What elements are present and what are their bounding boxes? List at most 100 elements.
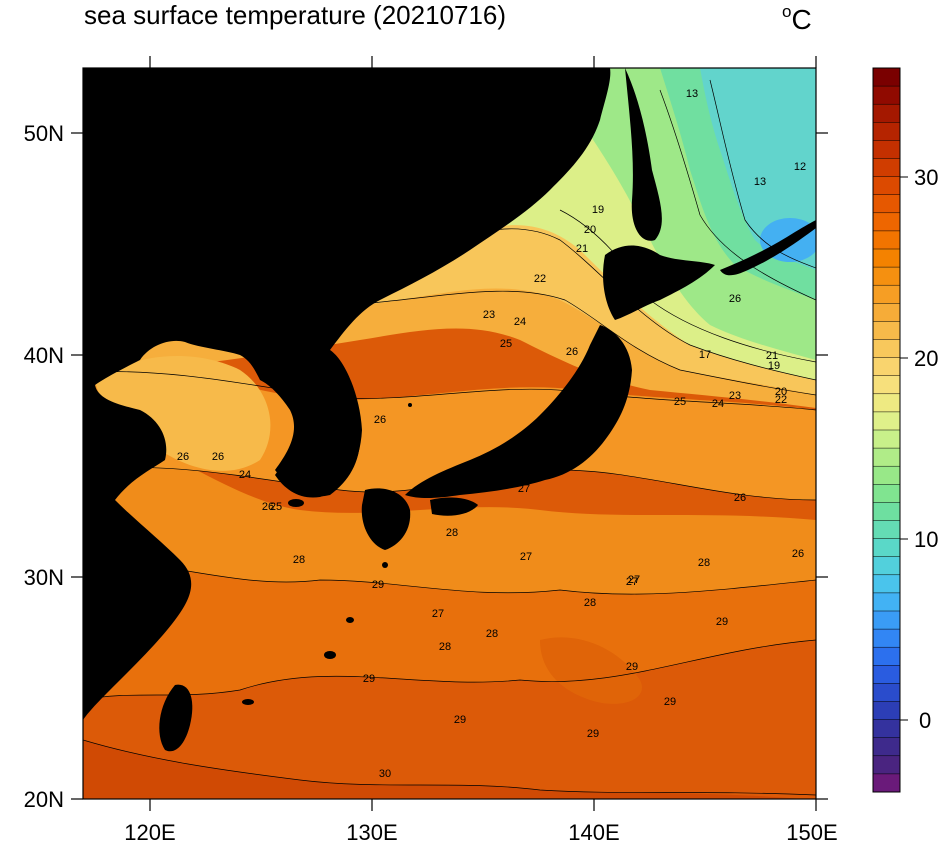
contour-label: 13 xyxy=(686,88,698,100)
colorbar-swatch xyxy=(873,303,900,322)
contour-label: 22 xyxy=(775,394,787,406)
contour-label: 23 xyxy=(729,390,741,402)
colorbar-swatch xyxy=(873,502,900,521)
contour-label: 19 xyxy=(592,204,604,216)
contour-label: 29 xyxy=(372,579,384,591)
contour-label: 26 xyxy=(212,451,224,463)
land-honshu xyxy=(405,325,632,499)
contour-label: 19 xyxy=(768,360,780,372)
land-sado xyxy=(552,403,558,407)
contour-label: 29 xyxy=(664,696,676,708)
axis-ticks xyxy=(71,56,828,811)
contour-label: 28 xyxy=(293,554,305,566)
contour-label: 25 xyxy=(270,501,282,513)
colorbar-frame xyxy=(872,67,901,793)
colorbar-swatch xyxy=(873,393,900,413)
contour-label: 29 xyxy=(587,728,599,740)
colorbar-swatch xyxy=(873,466,900,485)
colorbar-label-0: 0 xyxy=(919,708,931,733)
lat-label-50n: 50N xyxy=(24,121,64,146)
colorbar-swatch xyxy=(873,158,900,178)
land-yakushima xyxy=(382,562,388,568)
contour-label: 13 xyxy=(754,176,766,188)
colorbar-swatch xyxy=(873,68,900,87)
colorbar-swatch xyxy=(873,755,900,775)
contour-label: 21 xyxy=(766,350,778,362)
contour-label: 26 xyxy=(262,501,274,513)
sst-warm-patch xyxy=(540,637,642,704)
degree-symbol: o xyxy=(782,2,792,21)
sst-band-26 xyxy=(83,360,816,500)
lat-axis-labels: 50N 40N 30N 20N xyxy=(24,121,64,812)
colorbar-swatch xyxy=(873,267,900,286)
contour-label: 20 xyxy=(775,386,787,398)
contour-label: 29 xyxy=(716,616,728,628)
contour-label: 29 xyxy=(363,673,375,685)
sst-band-27 xyxy=(83,420,816,595)
contour-label: 26 xyxy=(374,414,386,426)
land-jeju xyxy=(288,499,304,507)
colorbar-swatch xyxy=(873,611,900,630)
colorbar-swatch xyxy=(873,411,900,431)
contour-label: 26 xyxy=(177,451,189,463)
contour-label: 30 xyxy=(379,768,391,780)
land-taiwan xyxy=(159,684,193,752)
colorbar-swatch xyxy=(873,375,900,395)
contour-label: 22 xyxy=(534,273,546,285)
colorbar-swatch xyxy=(873,719,900,739)
contour-label: 28 xyxy=(584,597,596,609)
land-kurils xyxy=(720,220,816,276)
colorbar-swatch xyxy=(873,122,900,141)
land-amami xyxy=(346,617,354,623)
map-plot-area xyxy=(83,68,816,799)
contour-label: 29 xyxy=(454,714,466,726)
colorbar-swatch xyxy=(873,212,900,232)
land-korea xyxy=(275,350,362,498)
contour-label: 28 xyxy=(698,557,710,569)
contour-label: 20 xyxy=(584,224,596,236)
colorbar-swatch xyxy=(873,194,900,214)
contour-label: 26 xyxy=(566,346,578,358)
lon-label-140e: 140E xyxy=(568,820,619,845)
colorbar-swatch xyxy=(873,520,900,540)
lon-label-130e: 130E xyxy=(346,820,397,845)
colorbar-swatch xyxy=(873,629,900,648)
contour-label: 25 xyxy=(674,396,686,408)
land-ulleung xyxy=(408,403,412,407)
contour-label: 26 xyxy=(319,481,331,493)
sst-yellow-sea xyxy=(95,356,271,471)
colorbar-swatch xyxy=(873,484,900,503)
colorbar-label-30: 30 xyxy=(914,165,938,190)
lat-label-20n: 20N xyxy=(24,787,64,812)
land-hokkaido xyxy=(603,245,715,320)
sst-warm-south xyxy=(83,740,816,799)
map-title: sea surface temperature (20210716) xyxy=(84,0,507,30)
lat-label-40n: 40N xyxy=(24,343,64,368)
contour-label: 27 xyxy=(626,576,638,588)
colorbar-swatch xyxy=(873,140,900,159)
colorbar-swatch xyxy=(873,104,900,123)
colorbar-swatch xyxy=(873,430,900,449)
colorbar-swatch xyxy=(873,176,900,196)
contour-label: 24 xyxy=(712,398,724,410)
contour-label: 26 xyxy=(729,293,741,305)
lat-label-30n: 30N xyxy=(24,565,64,590)
contour-label: 12 xyxy=(794,161,806,173)
land-sakhalin xyxy=(625,68,662,241)
contour-label: 26 xyxy=(734,492,746,504)
contour-label: 28 xyxy=(446,527,458,539)
colorbar-swatch xyxy=(873,683,900,702)
units-letter: C xyxy=(791,4,812,35)
colorbar-swatch xyxy=(873,737,900,757)
land-okinawa xyxy=(324,651,336,659)
colorbar-swatch xyxy=(873,357,900,377)
colorbar-labels: 30 20 10 0 xyxy=(914,165,938,733)
lon-axis-labels: 120E 130E 140E 150E xyxy=(124,820,837,845)
units-label: oC xyxy=(782,2,812,36)
colorbar-swatch xyxy=(873,230,900,250)
colorbar-swatch xyxy=(873,701,900,721)
colorbar xyxy=(873,68,908,793)
contour-label: 17 xyxy=(699,349,711,361)
contour-lines xyxy=(83,79,816,796)
